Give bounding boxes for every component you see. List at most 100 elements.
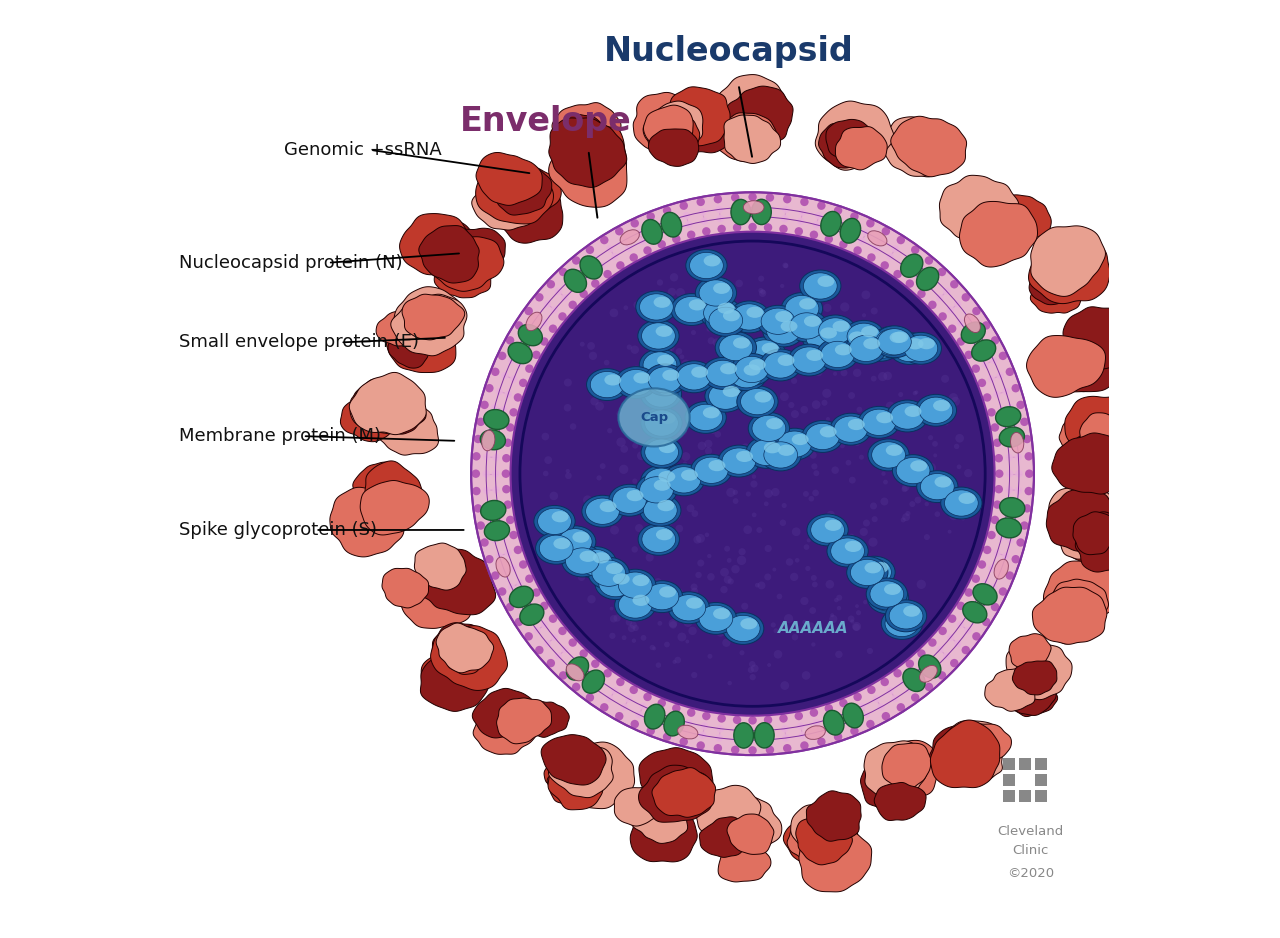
Circle shape	[694, 536, 701, 544]
Ellipse shape	[997, 534, 1005, 541]
Ellipse shape	[572, 532, 589, 543]
Ellipse shape	[828, 715, 836, 722]
Polygon shape	[419, 225, 479, 283]
Ellipse shape	[508, 583, 516, 591]
Polygon shape	[390, 295, 467, 356]
Ellipse shape	[636, 474, 677, 506]
Ellipse shape	[823, 710, 844, 735]
Circle shape	[829, 615, 837, 623]
Ellipse shape	[526, 312, 541, 331]
Ellipse shape	[685, 401, 726, 433]
Ellipse shape	[716, 734, 723, 742]
Circle shape	[628, 386, 632, 392]
Ellipse shape	[905, 686, 913, 693]
Circle shape	[758, 582, 765, 589]
Ellipse shape	[849, 335, 883, 361]
Ellipse shape	[716, 205, 723, 213]
Ellipse shape	[896, 458, 931, 484]
Ellipse shape	[954, 640, 961, 647]
Circle shape	[888, 456, 896, 463]
Circle shape	[621, 582, 630, 591]
Polygon shape	[864, 741, 929, 803]
Circle shape	[704, 440, 713, 447]
Ellipse shape	[504, 550, 512, 557]
Polygon shape	[365, 461, 422, 514]
Circle shape	[893, 628, 900, 635]
Circle shape	[886, 401, 895, 411]
Circle shape	[876, 340, 882, 346]
Circle shape	[687, 371, 694, 377]
Polygon shape	[643, 101, 703, 151]
Ellipse shape	[961, 322, 986, 343]
Ellipse shape	[659, 586, 676, 598]
Circle shape	[646, 533, 652, 538]
Ellipse shape	[892, 331, 909, 342]
Ellipse shape	[525, 632, 532, 641]
Ellipse shape	[544, 300, 552, 308]
Circle shape	[737, 555, 746, 565]
Ellipse shape	[847, 324, 881, 350]
Ellipse shape	[1011, 555, 1020, 564]
Ellipse shape	[762, 308, 795, 334]
Ellipse shape	[1007, 537, 1014, 544]
Circle shape	[812, 401, 820, 409]
Ellipse shape	[476, 522, 485, 530]
Ellipse shape	[630, 686, 637, 694]
Ellipse shape	[924, 256, 933, 265]
Ellipse shape	[492, 571, 499, 580]
Ellipse shape	[568, 639, 577, 647]
Circle shape	[705, 458, 714, 466]
Circle shape	[637, 451, 646, 461]
Circle shape	[471, 192, 1034, 755]
Ellipse shape	[616, 367, 657, 399]
Circle shape	[927, 463, 936, 472]
Ellipse shape	[490, 537, 498, 544]
Ellipse shape	[835, 328, 869, 355]
Circle shape	[684, 461, 687, 465]
Circle shape	[632, 639, 636, 643]
Ellipse shape	[765, 214, 772, 221]
Ellipse shape	[506, 516, 515, 524]
Polygon shape	[946, 720, 1001, 776]
Circle shape	[760, 431, 765, 437]
Ellipse shape	[535, 646, 544, 655]
Circle shape	[881, 497, 888, 506]
Ellipse shape	[635, 229, 643, 236]
Circle shape	[744, 395, 749, 401]
Ellipse shape	[731, 354, 772, 386]
Ellipse shape	[603, 669, 612, 677]
Ellipse shape	[641, 581, 682, 613]
Circle shape	[849, 534, 854, 538]
Ellipse shape	[803, 322, 844, 354]
Circle shape	[800, 597, 809, 605]
Ellipse shape	[677, 725, 698, 739]
Circle shape	[609, 309, 618, 317]
Ellipse shape	[765, 418, 783, 430]
Circle shape	[905, 511, 910, 516]
Circle shape	[840, 444, 845, 448]
Circle shape	[852, 369, 861, 377]
Ellipse shape	[1006, 571, 1014, 580]
Ellipse shape	[498, 352, 507, 360]
Ellipse shape	[972, 365, 980, 373]
Ellipse shape	[483, 470, 490, 477]
Polygon shape	[500, 166, 561, 214]
Ellipse shape	[641, 436, 682, 468]
Polygon shape	[882, 743, 931, 790]
Ellipse shape	[799, 298, 817, 310]
Circle shape	[805, 566, 810, 571]
Polygon shape	[818, 124, 872, 168]
Circle shape	[652, 512, 657, 517]
Circle shape	[511, 232, 995, 716]
Ellipse shape	[997, 406, 1005, 414]
Polygon shape	[699, 817, 748, 857]
Circle shape	[717, 291, 723, 297]
Ellipse shape	[820, 327, 837, 339]
Ellipse shape	[484, 410, 509, 430]
Ellipse shape	[974, 594, 982, 601]
Ellipse shape	[882, 227, 890, 235]
Ellipse shape	[663, 206, 671, 215]
Ellipse shape	[920, 474, 954, 500]
Circle shape	[723, 576, 732, 583]
Polygon shape	[724, 86, 794, 145]
